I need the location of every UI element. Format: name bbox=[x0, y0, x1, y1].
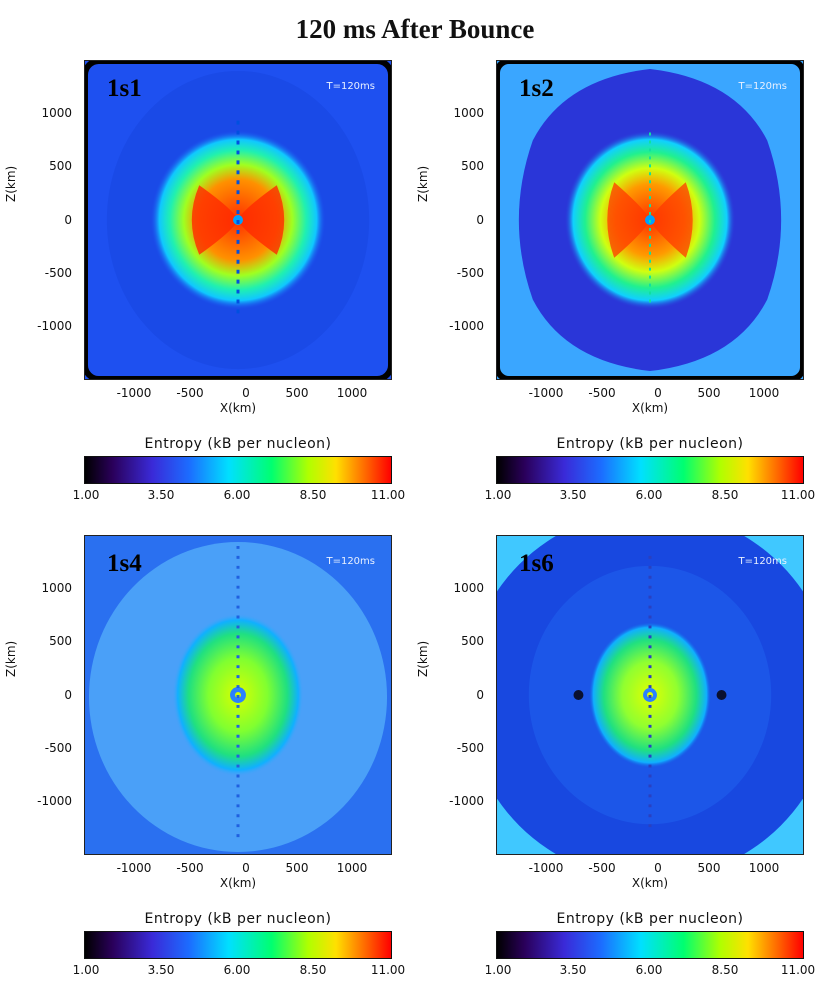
x-tick-label: 500 bbox=[697, 861, 721, 875]
colorbar-title: Entropy (kB per nucleon) bbox=[556, 911, 744, 927]
x-tick-label: -1000 bbox=[528, 861, 564, 875]
heatmap-plot-1s2: 1s2 T=120ms bbox=[496, 60, 804, 380]
colorbar-tick: 8.50 bbox=[299, 963, 327, 977]
x-tick-label: 0 bbox=[654, 861, 662, 875]
colorbar bbox=[496, 456, 804, 484]
y-axis-label: Z(km) bbox=[4, 640, 18, 677]
colorbar-tick: 6.00 bbox=[223, 488, 251, 502]
time-label-1s4: T=120ms bbox=[326, 556, 375, 567]
colorbar-tick: 11.00 bbox=[370, 963, 406, 977]
heatmap-1s6 bbox=[497, 536, 803, 854]
time-label-1s6: T=120ms bbox=[738, 556, 787, 567]
y-tick-label: -1000 bbox=[449, 794, 484, 808]
colorbar-title: Entropy (kB per nucleon) bbox=[556, 436, 744, 452]
y-tick-label: 1000 bbox=[453, 581, 484, 595]
y-axis-label: Z(km) bbox=[416, 640, 430, 677]
y-tick-label: 500 bbox=[461, 159, 484, 173]
x-tick-label: -500 bbox=[588, 861, 616, 875]
x-tick-label: 1000 bbox=[336, 386, 368, 400]
panel-label-1s2: 1s2 bbox=[519, 75, 554, 102]
heatmap-plot-1s1: 1s1 T=120ms bbox=[84, 60, 392, 380]
heatmap-1s1 bbox=[85, 61, 391, 379]
x-tick-label: 1000 bbox=[748, 386, 780, 400]
colorbar-tick: 8.50 bbox=[299, 488, 327, 502]
panel-label-1s6: 1s6 bbox=[519, 550, 554, 577]
colorbar-tick: 11.00 bbox=[780, 488, 816, 502]
panel-1s2: 1s2 T=120ms 1000 500 0 -500 -1000 -1000 … bbox=[412, 0, 827, 502]
panel-1s4: 1s4 T=120ms 1000 500 0 -500 -1000 -1000 … bbox=[0, 475, 415, 977]
figure-title: 120 ms After Bounce bbox=[295, 14, 535, 44]
y-tick-label: -500 bbox=[44, 266, 72, 280]
x-tick-label: -1000 bbox=[116, 861, 152, 875]
y-tick-label: 1000 bbox=[41, 106, 72, 120]
colorbar-title: Entropy (kB per nucleon) bbox=[144, 911, 332, 927]
y-tick-label: 0 bbox=[476, 213, 484, 227]
panel-1s1: 1s1 T=120ms 1000 500 0 -500 -1000 -1000 … bbox=[0, 0, 415, 502]
x-tick-label: 500 bbox=[285, 386, 309, 400]
colorbar-tick: 11.00 bbox=[780, 963, 816, 977]
colorbar-tick: 3.50 bbox=[559, 488, 587, 502]
colorbar-tick: 8.50 bbox=[711, 488, 739, 502]
y-tick-label: 1000 bbox=[41, 581, 72, 595]
y-axis-label: Z(km) bbox=[4, 165, 18, 202]
x-tick-label: 0 bbox=[242, 861, 250, 875]
y-tick-label: 500 bbox=[49, 634, 72, 648]
time-label-1s2: T=120ms bbox=[738, 81, 787, 92]
colorbar-tick: 8.50 bbox=[711, 963, 739, 977]
colorbar-tick: 6.00 bbox=[223, 963, 251, 977]
colorbar-tick: 1.00 bbox=[72, 488, 100, 502]
colorbar-title: Entropy (kB per nucleon) bbox=[144, 436, 332, 452]
y-tick-label: -500 bbox=[456, 266, 484, 280]
y-axis-label: Z(km) bbox=[416, 165, 430, 202]
colorbar-tick: 1.00 bbox=[72, 963, 100, 977]
y-tick-label: 0 bbox=[476, 688, 484, 702]
colorbar-tick: 3.50 bbox=[559, 963, 587, 977]
y-tick-label: -1000 bbox=[37, 794, 72, 808]
heatmap-1s2 bbox=[497, 61, 803, 379]
panel-1s6: 1s6 T=120ms 1000 500 0 -500 -1000 -1000 … bbox=[412, 475, 827, 977]
x-tick-label: -500 bbox=[588, 386, 616, 400]
x-tick-label: -500 bbox=[176, 386, 204, 400]
x-tick-label: 1000 bbox=[336, 861, 368, 875]
heatmap-1s4 bbox=[85, 536, 391, 854]
x-tick-label: 500 bbox=[285, 861, 309, 875]
colorbar-tick: 1.00 bbox=[484, 488, 512, 502]
colorbar-tick: 3.50 bbox=[147, 488, 175, 502]
y-tick-label: -500 bbox=[44, 741, 72, 755]
colorbar bbox=[496, 931, 804, 959]
x-tick-label: -1000 bbox=[528, 386, 564, 400]
y-tick-label: -500 bbox=[456, 741, 484, 755]
panel-label-1s1: 1s1 bbox=[107, 75, 142, 102]
colorbar-tick: 11.00 bbox=[370, 488, 406, 502]
y-tick-label: 1000 bbox=[453, 106, 484, 120]
x-tick-label: -500 bbox=[176, 861, 204, 875]
colorbar-tick: 6.00 bbox=[635, 963, 663, 977]
time-label-1s1: T=120ms bbox=[326, 81, 375, 92]
x-tick-label: 0 bbox=[654, 386, 662, 400]
heatmap-plot-1s6: 1s6 T=120ms bbox=[496, 535, 804, 855]
y-tick-label: 0 bbox=[64, 213, 72, 227]
panel-label-1s4: 1s4 bbox=[107, 550, 142, 577]
x-tick-label: 1000 bbox=[748, 861, 780, 875]
y-tick-label: 0 bbox=[64, 688, 72, 702]
x-tick-label: 500 bbox=[697, 386, 721, 400]
y-tick-label: 500 bbox=[49, 159, 72, 173]
colorbar bbox=[84, 456, 392, 484]
colorbar bbox=[84, 931, 392, 959]
colorbar-tick: 6.00 bbox=[635, 488, 663, 502]
x-tick-label: -1000 bbox=[116, 386, 152, 400]
y-tick-label: -1000 bbox=[449, 319, 484, 333]
colorbar-tick: 1.00 bbox=[484, 963, 512, 977]
heatmap-plot-1s4: 1s4 T=120ms bbox=[84, 535, 392, 855]
colorbar-tick: 3.50 bbox=[147, 963, 175, 977]
y-tick-label: 500 bbox=[461, 634, 484, 648]
y-tick-label: -1000 bbox=[37, 319, 72, 333]
x-tick-label: 0 bbox=[242, 386, 250, 400]
